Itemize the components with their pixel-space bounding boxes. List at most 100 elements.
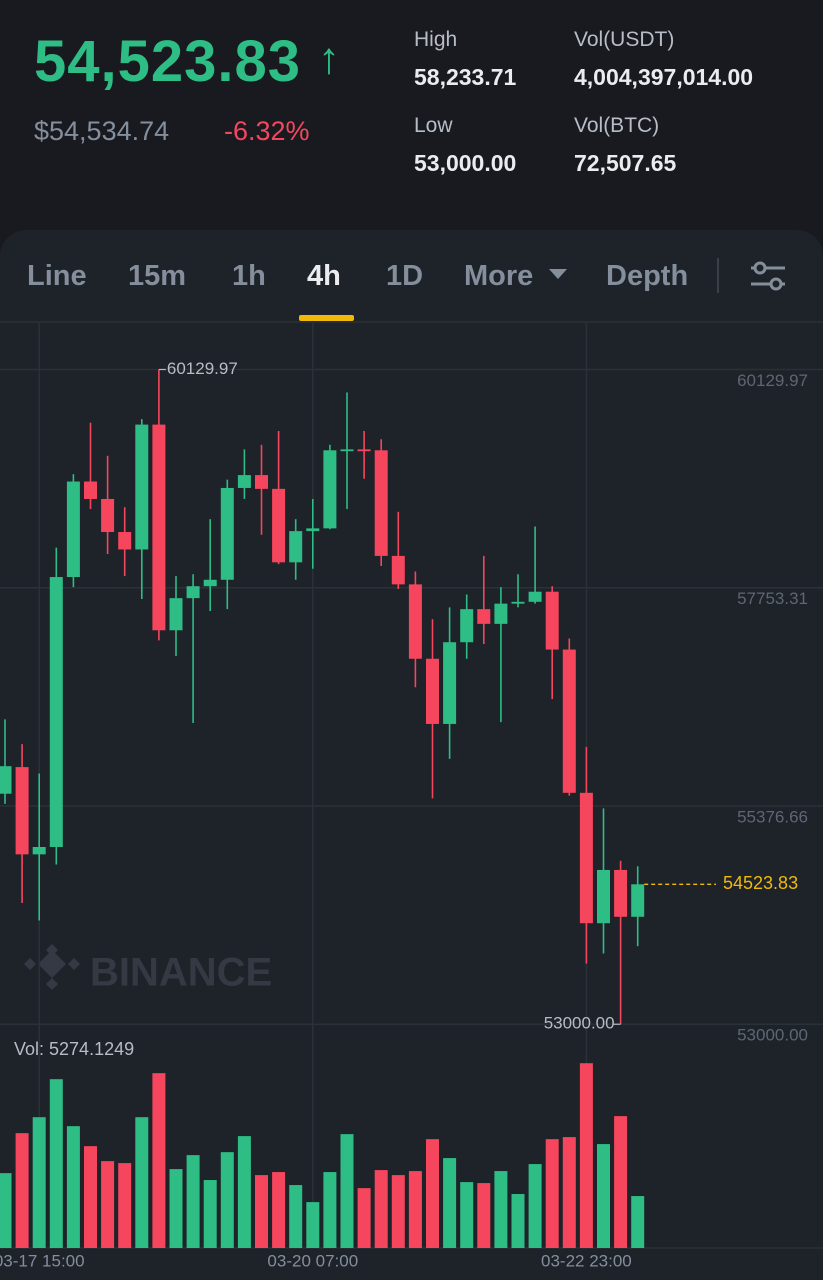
candle-body: [460, 609, 474, 643]
up-arrow: ↑: [318, 34, 340, 83]
candle-body: [443, 642, 457, 724]
volume-bar: [237, 1136, 251, 1248]
volume-bar: [186, 1155, 200, 1248]
candle-body: [614, 869, 628, 917]
watermark-logo: [24, 944, 80, 990]
candle-body: [220, 487, 234, 580]
candle-body: [203, 579, 217, 587]
tab[interactable]: 4h: [307, 260, 341, 292]
volume-bar: [528, 1164, 542, 1248]
candle-body: [340, 449, 354, 452]
volume-bar: [118, 1163, 132, 1248]
volume-bar: [562, 1137, 576, 1248]
change-percent: -6.32%: [224, 116, 310, 146]
x-tick-label: 03-17 15:00: [0, 1251, 85, 1270]
candle-body: [579, 792, 593, 924]
candle-body: [306, 528, 320, 532]
candle-body: [152, 424, 166, 631]
volume-bar: [545, 1139, 559, 1248]
candle-body: [357, 449, 371, 452]
volume-bar: [477, 1183, 491, 1248]
candle-body: [391, 555, 405, 585]
high-marker-label: 60129.97: [167, 359, 238, 378]
volume-bar: [101, 1161, 115, 1248]
candle-body: [237, 475, 251, 488]
candle-body: [255, 475, 268, 489]
tab-underline: [299, 315, 354, 321]
volume-bar: [32, 1117, 46, 1248]
volume-bar: [579, 1063, 593, 1248]
y-tick-label: 55376.66: [737, 807, 808, 826]
tab[interactable]: 15m: [128, 260, 187, 292]
stat-label: Vol(USDT): [574, 28, 675, 51]
x-tick-label: 03-20 07:00: [267, 1251, 358, 1270]
chart-panel: [0, 230, 823, 1280]
tab[interactable]: Depth: [606, 260, 689, 292]
candle-body: [323, 450, 337, 529]
stat-label: Low: [414, 114, 453, 137]
stat-label: High: [414, 28, 458, 51]
volume-bar: [460, 1182, 474, 1248]
volume-bar: [272, 1172, 286, 1248]
candle-body: [528, 591, 542, 602]
watermark: BINANCE: [90, 951, 272, 995]
candle-body: [562, 649, 576, 793]
candle-body: [84, 481, 97, 499]
candle-body: [272, 488, 286, 563]
volume-bar: [357, 1188, 371, 1248]
stat-value: 72,507.65: [574, 150, 677, 176]
candle-body: [374, 450, 388, 556]
volume-bar: [443, 1158, 457, 1248]
candle-body: [32, 846, 46, 855]
candle-body: [511, 601, 525, 604]
tab[interactable]: Line: [27, 260, 87, 292]
candle-body: [186, 586, 200, 599]
volume-bar: [511, 1194, 525, 1248]
tab[interactable]: 1D: [386, 260, 424, 292]
volume-bar: [340, 1134, 354, 1248]
volume-bar: [84, 1146, 97, 1248]
candle-body: [15, 767, 29, 855]
candle-body: [49, 577, 63, 847]
volume-bar: [631, 1196, 645, 1248]
candle-body: [0, 766, 12, 794]
candle-body: [169, 598, 183, 631]
x-tick-label: 03-22 23:00: [541, 1251, 632, 1270]
stat-label: Vol(BTC): [574, 114, 660, 137]
stat-value: 53,000.00: [414, 150, 517, 176]
tab[interactable]: 1h: [232, 260, 266, 292]
y-tick-label: 53000.00: [737, 1026, 808, 1045]
volume-bar: [289, 1185, 303, 1248]
volume-bar: [255, 1175, 268, 1248]
volume-bar: [15, 1133, 29, 1248]
candle-body: [408, 584, 422, 659]
candle-body: [101, 498, 115, 533]
candle-body: [631, 884, 645, 917]
settings-icon[interactable]: [751, 261, 785, 291]
volume-bar: [306, 1202, 320, 1248]
stat-value: 58,233.71: [414, 64, 517, 90]
volume-bar: [597, 1144, 610, 1248]
last-price-label: 54523.83: [723, 873, 798, 893]
volume-bar: [374, 1170, 388, 1248]
candle-body: [545, 591, 559, 650]
low-marker-label: 53000.00: [544, 1014, 615, 1033]
volume-bar: [152, 1073, 166, 1248]
tab[interactable]: More: [464, 260, 534, 292]
volume-bar: [0, 1173, 12, 1248]
fiat-price: $54,534.74: [34, 116, 170, 146]
candle-body: [66, 481, 80, 578]
candle-body: [135, 424, 149, 550]
candle-body: [289, 531, 303, 563]
volume-bar: [323, 1172, 337, 1248]
volume-bar: [391, 1175, 405, 1248]
volume-bar: [169, 1169, 183, 1248]
candle-body: [477, 609, 491, 624]
volume-bar: [220, 1152, 234, 1248]
last-price: 54,523.83: [34, 29, 302, 94]
candle-body: [597, 869, 610, 924]
dropdown-caret: [549, 269, 567, 279]
candle-body: [118, 532, 132, 550]
volume-bar: [66, 1126, 80, 1248]
